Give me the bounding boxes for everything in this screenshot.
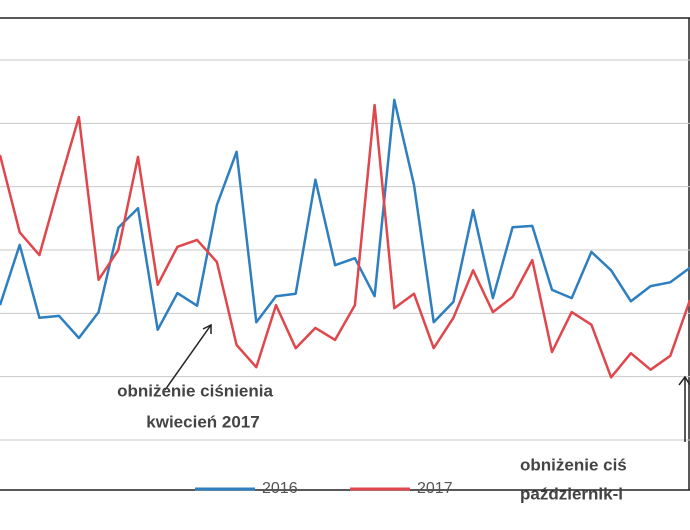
arrow-head — [202, 323, 212, 334]
legend-label: 2016 — [262, 480, 298, 497]
series-line — [0, 103, 690, 379]
legend-label: 2017 — [417, 480, 453, 497]
arrow-head — [678, 375, 690, 386]
arrow — [164, 324, 212, 391]
annotation: październik-l — [520, 484, 623, 503]
series-line — [0, 98, 690, 340]
annotation: obniżenie ciśnienia — [117, 381, 273, 400]
annotation: kwiecień 2017 — [146, 412, 259, 431]
annotation: obniżenie ciś — [520, 455, 627, 474]
legend: 2016 2017 — [195, 480, 453, 497]
lines — [0, 98, 690, 379]
